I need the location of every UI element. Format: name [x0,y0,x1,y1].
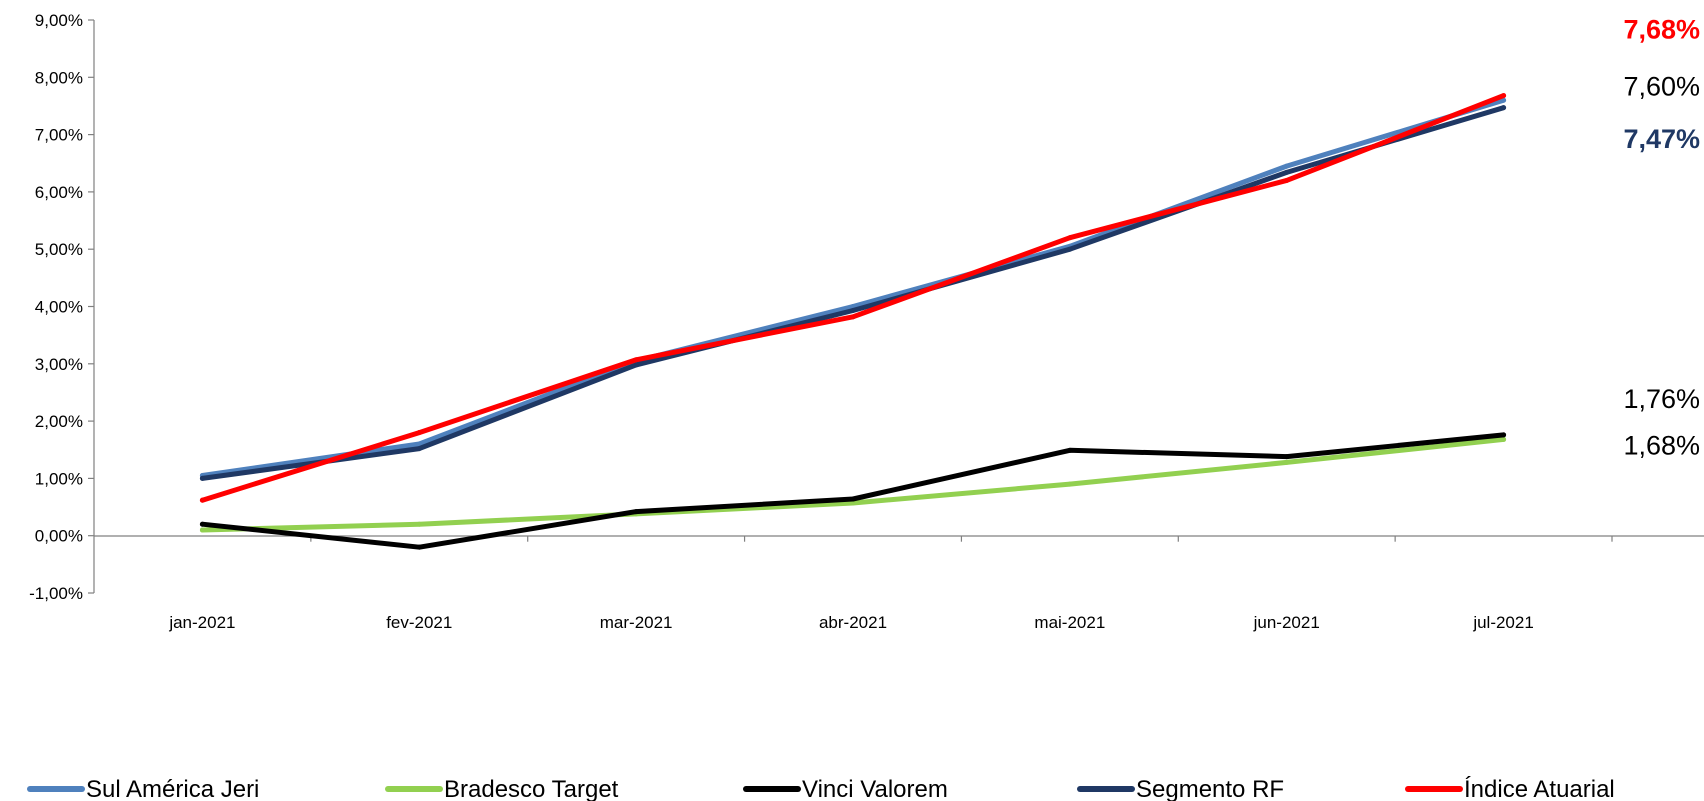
data-point [1067,235,1073,241]
data-point [199,475,205,481]
y-tick-label: 0,00% [35,527,83,546]
y-axis-ticks: -1,00% 0,00% 1,00% 2,00% 3,00% 4,00% 5,00% 6,00… [29,11,94,603]
data-point [1501,97,1507,103]
data-point [416,430,422,436]
x-tick-label: jun-2021 [1253,613,1320,632]
data-point [1067,481,1073,487]
data-point [1501,436,1507,442]
legend-label: Vinci Valorem [802,776,948,801]
x-tick-label: jul-2021 [1472,613,1534,632]
x-tick-label: mar-2021 [600,613,673,632]
y-tick-label: 8,00% [35,68,83,87]
end-value-label: 7,47% [1623,124,1700,154]
end-value-label: 7,68% [1623,14,1700,44]
y-tick-label: 7,00% [35,126,83,145]
y-tick-label: 1,00% [35,469,83,488]
data-point [633,362,639,368]
legend: Sul América Jeri Bradesco Target Vinci Val… [27,776,1615,801]
legend-label: Índice Atuarial [1464,776,1615,801]
data-point [1067,447,1073,453]
legend-label: Sul América Jeri [86,776,259,801]
x-tick-label: abr-2021 [819,613,887,632]
x-tick-label: jan-2021 [168,613,235,632]
data-point [1501,105,1507,111]
data-point [199,497,205,503]
x-tick-label: fev-2021 [386,613,452,632]
data-point [416,446,422,452]
data-point [1501,432,1507,438]
end-value-label: 1,68% [1623,430,1700,460]
data-point [633,509,639,515]
data-point [199,527,205,533]
y-tick-label: 3,00% [35,355,83,374]
data-point [416,544,422,550]
series-line-3 [199,105,1507,481]
y-tick-label: 6,00% [35,183,83,202]
end-value-label: 1,76% [1623,384,1700,414]
y-tick-label: 4,00% [35,298,83,317]
x-axis-ticks: jan-2021 fev-2021 mar-2021 abr-2021 mai-2021… [168,535,1613,632]
data-point [1067,246,1073,252]
data-point [633,357,639,363]
data-point [199,521,205,527]
series-lines [199,93,1507,550]
legend-label: Segmento RF [1136,776,1284,801]
legend-label: Bradesco Target [444,776,619,801]
data-point [416,441,422,447]
data-point [1501,93,1507,99]
data-point [850,496,856,502]
x-tick-label: mai-2021 [1034,613,1105,632]
y-tick-label: 9,00% [35,11,83,30]
data-point [1284,177,1290,183]
end-value-labels: 7,68% 7,60% 7,47% 1,76% 1,68% [1623,14,1700,460]
data-point [1284,454,1290,460]
series-line-4 [199,93,1507,503]
data-point [850,500,856,506]
y-tick-label: 5,00% [35,240,83,259]
series-line-0 [199,97,1507,478]
data-point [850,314,856,320]
data-point [1284,163,1290,169]
data-point [416,521,422,527]
data-point [1284,459,1290,465]
y-tick-label: 2,00% [35,412,83,431]
end-value-label: 7,60% [1623,72,1700,102]
y-tick-label: -1,00% [29,584,83,603]
data-point [1284,169,1290,175]
data-point [850,308,856,314]
